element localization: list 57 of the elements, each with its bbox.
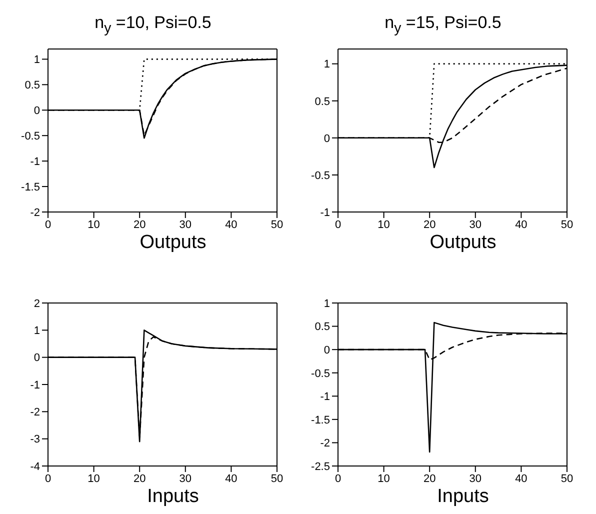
y-tick-label: -1 <box>320 206 330 219</box>
x-axis-title: Inputs <box>146 486 200 508</box>
x-tick-label: 30 <box>469 218 482 231</box>
y-tick-label: -1.5 <box>311 414 330 426</box>
x-tick-label: 50 <box>560 218 574 231</box>
y-tick-label: -0.5 <box>311 368 330 380</box>
x-tick-label: 30 <box>179 218 192 231</box>
x-tick-label: 40 <box>515 472 528 485</box>
y-tick-label: -3 <box>30 434 40 446</box>
chart-title: n$_{y}$ =15, Psi=0.5 <box>384 12 502 38</box>
x-tick-label: 40 <box>225 472 238 485</box>
y-tick-label: -1.5 <box>21 181 40 194</box>
y-tick-label: -1 <box>30 156 40 168</box>
y-tick-label: -4 <box>30 460 40 473</box>
y-tick-label: 0 <box>34 352 40 364</box>
x-tick-label: 20 <box>133 218 146 231</box>
x-tick-label: 30 <box>179 472 192 485</box>
y-tick-label: 1 <box>34 54 40 66</box>
x-tick-label: 20 <box>133 472 146 485</box>
y-tick-label: 0.5 <box>314 96 330 108</box>
y-tick-label: -1 <box>30 379 40 392</box>
y-tick-label: 2 <box>34 298 40 310</box>
y-tick-label: -1 <box>320 391 330 404</box>
x-tick-label: 10 <box>88 218 100 231</box>
x-tick-label: 20 <box>423 472 436 485</box>
x-tick-label: 10 <box>88 472 100 485</box>
y-tick-label: -2 <box>320 438 330 450</box>
x-tick-label: 0 <box>334 472 342 485</box>
y-tick-label: 0 <box>324 344 330 356</box>
x-tick-label: 50 <box>270 472 284 485</box>
x-tick-label: 40 <box>225 218 238 231</box>
x-axis-title: Inputs <box>436 486 490 508</box>
y-tick-label: 0.5 <box>314 321 330 334</box>
y-tick-label: -0.5 <box>21 130 40 142</box>
x-axis-title: Outputs <box>428 232 498 254</box>
y-tick-label: 1 <box>324 58 330 71</box>
y-tick-label: 0 <box>324 132 330 145</box>
x-tick-label: 10 <box>378 472 390 485</box>
y-tick-label: -2 <box>30 406 40 419</box>
y-tick-label: 1 <box>34 325 40 338</box>
y-tick-label: -2 <box>30 206 40 219</box>
y-tick-label: -0.5 <box>311 170 330 182</box>
x-tick-label: 0 <box>44 218 52 231</box>
y-tick-label: 1 <box>324 298 330 310</box>
x-tick-label: 20 <box>423 218 436 231</box>
x-tick-label: 40 <box>515 218 528 231</box>
x-tick-label: 0 <box>44 472 52 485</box>
x-tick-label: 10 <box>378 218 390 231</box>
y-tick-label: -2.5 <box>311 460 330 473</box>
y-tick-label: 0.5 <box>24 80 40 92</box>
x-axis-title: Outputs <box>138 232 208 254</box>
y-tick-label: 0 <box>34 105 40 118</box>
chart-title: n$_{y}$ =10, Psi=0.5 <box>94 12 212 38</box>
x-tick-label: 50 <box>560 472 574 485</box>
x-tick-label: 0 <box>334 218 342 231</box>
x-tick-label: 50 <box>270 218 284 231</box>
x-tick-label: 30 <box>469 472 482 485</box>
